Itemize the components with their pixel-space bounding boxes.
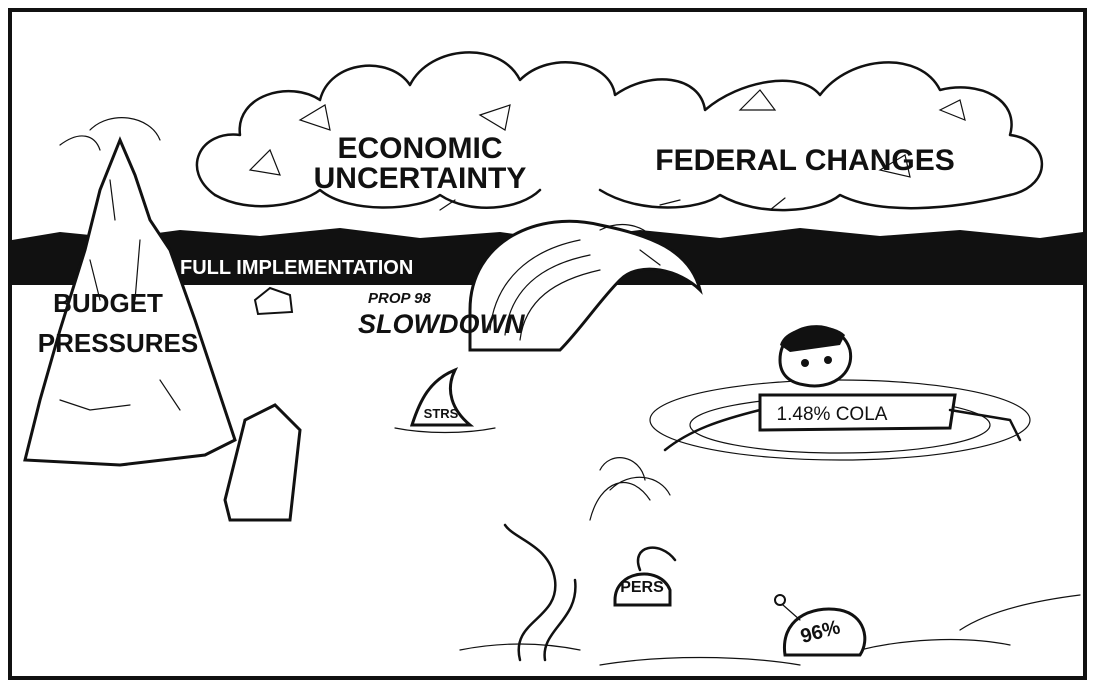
shark-label: STRS	[424, 406, 459, 421]
cartoon: ECONOMIC UNCERTAINTY FEDERAL CHANGES FUL…	[0, 0, 1095, 688]
horizon-label: FULL IMPLEMENTATION	[180, 257, 413, 279]
wave-label: PROP 98	[368, 290, 431, 307]
cloud-label: UNCERTAINTY	[314, 162, 527, 195]
wave-label: SLOWDOWN	[358, 309, 525, 339]
cloud-label: ECONOMIC	[338, 132, 503, 165]
raft-label: 1.48% COLA	[777, 404, 888, 425]
iceberg-label: PRESSURES	[38, 328, 198, 358]
iceberg-label: BUDGET	[53, 288, 163, 318]
octopus-label: PERS	[620, 579, 664, 596]
cloud-label: FEDERAL CHANGES	[655, 144, 954, 177]
